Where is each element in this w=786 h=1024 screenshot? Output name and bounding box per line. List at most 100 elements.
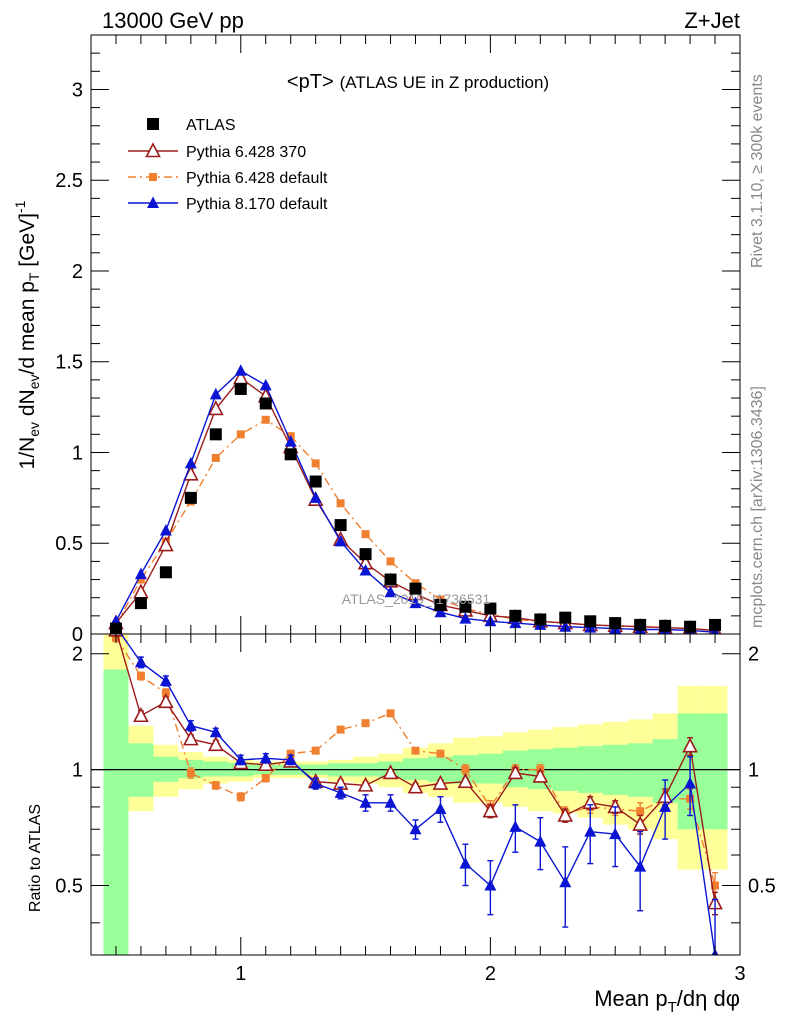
main-y-tick-label: 3 bbox=[72, 79, 83, 101]
ratio-y-tick-label-right: 1 bbox=[748, 760, 759, 782]
ratio-point-s0-12 bbox=[407, 778, 424, 794]
main-point-s1-4 bbox=[207, 400, 224, 416]
ratio-point-s2-1 bbox=[134, 655, 147, 668]
main-y-tick-label: 0.5 bbox=[55, 533, 83, 555]
ratio-point-s2-4 bbox=[209, 725, 222, 738]
ratio-panel-axes: 0.5 0.5 1 1 2 2 1 2 3 bbox=[55, 633, 776, 985]
main-point-s1-3 bbox=[183, 465, 199, 481]
legend-marker-1 bbox=[145, 142, 161, 158]
legend: ATLAS Pythia 6.428 370 Pythia 6.428 defaul… bbox=[128, 117, 328, 213]
legend-marker-3 bbox=[147, 196, 159, 208]
main-y-tick-label: 2.5 bbox=[55, 170, 83, 192]
ratio-band-stat-15 bbox=[477, 753, 503, 784]
main-point-s3-4 bbox=[209, 387, 222, 400]
xlabel-sub: T bbox=[668, 999, 677, 1016]
main-point-s2-6 bbox=[261, 415, 270, 424]
title-symbol: <pT> bbox=[287, 71, 334, 93]
ratio-y-tick-label-left: 0.5 bbox=[55, 876, 83, 898]
ratio-point-s2-16 bbox=[509, 820, 522, 832]
main-point-s0-19 bbox=[584, 615, 597, 628]
main-point-s1-2 bbox=[158, 536, 174, 552]
ratio-point-s2-17 bbox=[534, 835, 547, 847]
main-y-tick-label: 1.5 bbox=[55, 352, 83, 374]
ratio-y-tick-label-right: 2 bbox=[748, 644, 759, 666]
ratio-point-s2-14 bbox=[459, 857, 472, 869]
main-point-s0-10 bbox=[359, 548, 372, 561]
main-point-s0-20 bbox=[609, 617, 622, 630]
main-point-s2-9 bbox=[336, 499, 345, 508]
x-axis-title: Mean pT/dη dφ bbox=[594, 986, 740, 1016]
x-axis-label: Mean pT/dη dφ bbox=[594, 986, 740, 1016]
ratio-point-s2-22 bbox=[659, 800, 672, 812]
ratio-band-stat-4 bbox=[203, 761, 229, 777]
legend-label-2: Pythia 6.428 default bbox=[186, 170, 328, 187]
main-point-s3-9 bbox=[334, 534, 347, 547]
ylabel-part: [GeV] bbox=[16, 213, 39, 273]
main-y-tick-label: 0 bbox=[72, 624, 83, 646]
main-point-s3-8 bbox=[309, 491, 322, 503]
ratio-point-s1-13 bbox=[436, 749, 445, 758]
ratio-point-s1-10 bbox=[361, 719, 370, 728]
main-point-s0-5 bbox=[234, 382, 247, 395]
main-point-s2-11 bbox=[386, 557, 395, 566]
ratio-point-s0-16 bbox=[507, 764, 524, 780]
ratio-point-s1-12 bbox=[411, 746, 420, 755]
ratio-point-s1-24 bbox=[711, 881, 720, 890]
main-point-s0-21 bbox=[634, 618, 647, 631]
ratio-point-s2-11 bbox=[384, 796, 397, 808]
title-rest: (ATLAS UE in Z production) bbox=[340, 73, 549, 92]
ratio-point-s0-3 bbox=[183, 730, 199, 746]
ratio-point-s0-14 bbox=[457, 773, 474, 789]
ratio-point-s1-9 bbox=[336, 725, 345, 734]
main-y-axis-title: 1/Nev dNev/d mean pT [GeV]-1 bbox=[12, 200, 42, 469]
main-point-s0-2 bbox=[159, 566, 172, 579]
legend-label-1: Pythia 6.428 370 bbox=[186, 144, 306, 161]
main-point-s3-11 bbox=[384, 585, 397, 598]
main-y-axis-label: 1/Nev dNev/d mean pT [GeV]-1 bbox=[12, 200, 42, 469]
ratio-point-s1-14 bbox=[461, 765, 470, 774]
ratio-y-tick-label-right: 0.5 bbox=[748, 876, 776, 898]
ratio-point-s1-6 bbox=[261, 774, 270, 783]
mcplots-label: mcplots.cern.ch [arXiv:1306.3436] bbox=[749, 386, 766, 628]
ratio-point-s0-23 bbox=[682, 737, 698, 753]
main-point-s0-3 bbox=[184, 491, 197, 504]
ratio-point-s2-12 bbox=[409, 822, 422, 835]
main-point-s3-16 bbox=[509, 616, 522, 629]
header-right-label: Z+Jet bbox=[684, 8, 740, 33]
ratio-point-s1-11 bbox=[386, 709, 395, 718]
ylabel-part: -1 bbox=[12, 200, 28, 213]
x-tick-label: 1 bbox=[235, 963, 246, 985]
main-point-s0-9 bbox=[334, 519, 347, 532]
ratio-point-s2-8 bbox=[309, 777, 322, 789]
ratio-point-s0-2 bbox=[158, 693, 174, 709]
main-point-s0-17 bbox=[534, 613, 547, 626]
main-point-s2-4 bbox=[211, 453, 220, 462]
legend-label-3: Pythia 8.170 default bbox=[186, 196, 328, 213]
ratio-point-s0-10 bbox=[357, 776, 374, 792]
main-y-tick-label: 2 bbox=[72, 261, 83, 283]
ratio-band-stat-24 bbox=[702, 713, 728, 830]
main-point-s3-14 bbox=[459, 612, 472, 624]
ratio-point-s2-21 bbox=[634, 860, 647, 872]
ratio-band-stat-0 bbox=[103, 669, 129, 955]
main-point-s3-12 bbox=[409, 596, 422, 609]
main-point-s2-10 bbox=[361, 530, 370, 539]
ratio-point-s0-15 bbox=[482, 802, 499, 818]
ratio-point-s2-18 bbox=[559, 875, 572, 888]
main-point-s2-8 bbox=[311, 459, 320, 468]
ratio-point-s2-13 bbox=[434, 802, 447, 815]
ratio-point-s2-2 bbox=[159, 674, 172, 686]
legend-label-0: ATLAS bbox=[186, 117, 236, 134]
ratio-point-s1-5 bbox=[236, 792, 245, 801]
ratio-point-s2-6 bbox=[259, 751, 272, 764]
ratio-point-s1-3 bbox=[186, 768, 195, 777]
ratio-panel-bands bbox=[91, 634, 740, 955]
main-title-text: <pT> (ATLAS UE in Z production) bbox=[287, 71, 549, 93]
ylabel-part: 1/N bbox=[16, 437, 39, 470]
ratio-point-s2-15 bbox=[484, 879, 497, 891]
main-point-s0-11 bbox=[384, 573, 397, 586]
main-point-s3-10 bbox=[359, 563, 372, 576]
ratio-point-s1-1 bbox=[136, 672, 145, 681]
main-point-s3-1 bbox=[134, 567, 147, 580]
